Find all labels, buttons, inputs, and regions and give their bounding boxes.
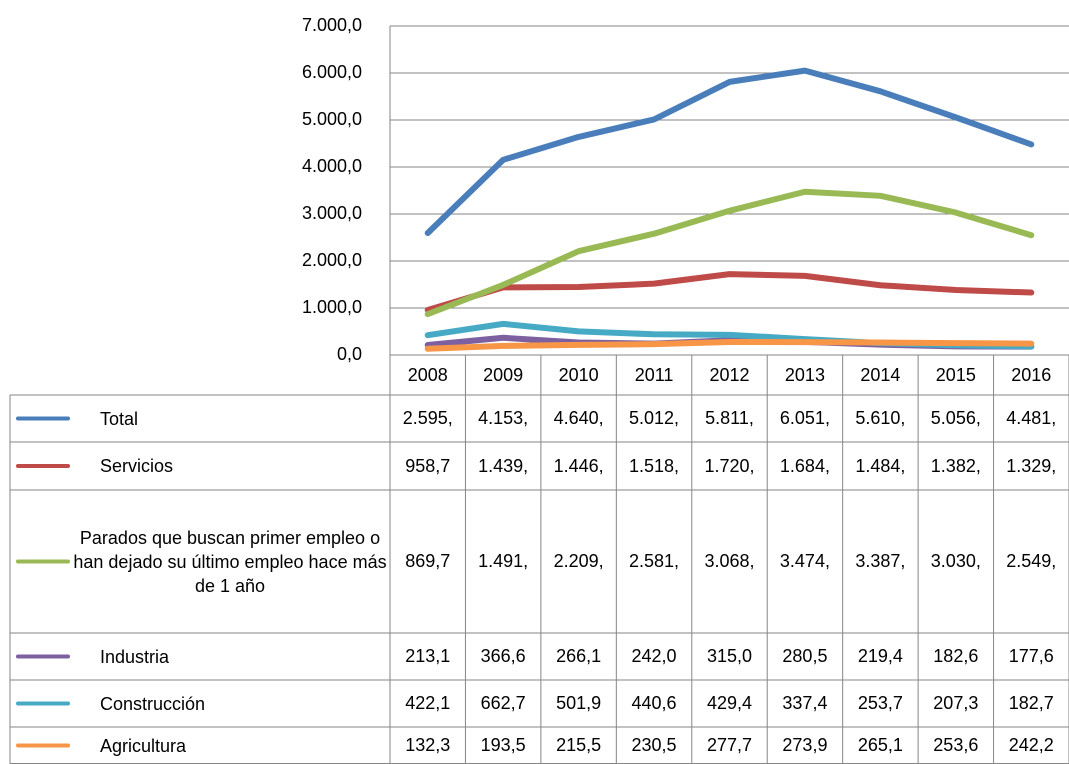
x-tick-label: 2011 <box>634 364 674 385</box>
data-label: 132,3 <box>405 735 451 755</box>
x-tick-label: 2008 <box>407 364 448 385</box>
data-label: 207,3 <box>933 693 979 713</box>
data-label: 1.382, <box>930 455 981 476</box>
y-tick-label: 4.000,0 <box>302 156 362 176</box>
y-tick-label: 0,0 <box>337 344 362 364</box>
data-label: 1.329, <box>1006 455 1057 476</box>
x-tick-label: 2009 <box>483 364 524 385</box>
x-tick-label: 2014 <box>860 364 901 385</box>
series-line <box>424 67 1035 237</box>
data-label: 1.491, <box>478 551 529 571</box>
data-label: 213,1 <box>405 646 451 666</box>
data-label: 253,7 <box>857 693 903 713</box>
legend-label: Agricultura <box>100 735 187 756</box>
data-label: 242,2 <box>1008 735 1054 755</box>
data-label: 5.610, <box>855 408 906 428</box>
x-tick-label: 2015 <box>935 364 976 385</box>
data-label: 501,9 <box>556 693 602 713</box>
data-label: 4.481, <box>1006 408 1057 428</box>
legend-label: Servicios <box>100 456 174 476</box>
data-label: 3.068, <box>704 551 755 571</box>
data-label: 1.484, <box>855 455 906 476</box>
data-label: 1.684, <box>779 455 830 476</box>
data-label: 177,6 <box>1008 646 1054 666</box>
data-label: 253,6 <box>933 735 979 755</box>
data-label: 6.051, <box>779 408 830 428</box>
data-label: 3.030, <box>930 551 981 571</box>
data-label: 5.056, <box>930 408 981 428</box>
data-label: 3.474, <box>779 551 830 571</box>
x-tick-label: 2016 <box>1011 364 1052 385</box>
legend-label: Total <box>100 408 139 429</box>
y-tick-label: 7.000,0 <box>302 15 362 35</box>
data-label: 440,6 <box>631 693 677 713</box>
data-label: 958,7 <box>405 455 451 476</box>
data-label: 277,7 <box>706 735 752 755</box>
data-label: 230,5 <box>631 735 677 755</box>
data-label: 429,4 <box>706 693 752 713</box>
data-label: 242,0 <box>631 646 677 666</box>
data-label: 265,1 <box>857 735 903 755</box>
data-label: 266,1 <box>556 646 602 666</box>
data-label: 869,7 <box>405 551 451 571</box>
data-label: 5.811, <box>705 408 754 428</box>
data-label: 1.446, <box>553 455 604 476</box>
data-label: 193,5 <box>480 735 526 755</box>
series-line <box>424 188 1035 318</box>
data-label: 215,5 <box>556 735 602 755</box>
data-label: 662,7 <box>480 693 526 713</box>
series-line <box>424 271 1035 313</box>
data-label: 4.640, <box>553 408 604 428</box>
series-line <box>424 338 1035 352</box>
y-tick-label: 1.000,0 <box>302 297 362 317</box>
data-label: 2.595, <box>402 408 453 428</box>
data-label: 5.012, <box>629 408 680 428</box>
data-label: 2.581, <box>629 551 680 571</box>
data-label: 1.518, <box>629 455 680 476</box>
y-tick-label: 2.000,0 <box>302 250 362 270</box>
legend-label: Industria <box>100 646 170 667</box>
data-label: 315,0 <box>706 646 752 666</box>
x-tick-label: 2012 <box>709 364 750 385</box>
data-label: 219,4 <box>857 646 903 666</box>
x-tick-label: 2013 <box>784 364 825 385</box>
y-tick-label: 3.000,0 <box>302 203 362 223</box>
data-label: 2.549, <box>1006 551 1057 571</box>
data-label: 422,1 <box>405 693 451 713</box>
y-tick-label: 5.000,0 <box>302 109 362 129</box>
data-label: 3.387, <box>855 551 906 571</box>
x-tick-label: 2010 <box>558 364 599 385</box>
data-label: 280,5 <box>782 646 828 666</box>
y-tick-label: 6.000,0 <box>302 62 362 82</box>
data-label: 273,9 <box>782 735 828 755</box>
data-label: 4.153, <box>478 408 529 428</box>
data-label: 2.209, <box>553 551 604 571</box>
data-label: 366,6 <box>480 646 526 666</box>
legend-label: Parados que buscan primer empleo o han d… <box>73 527 387 596</box>
data-label: 182,6 <box>933 646 979 666</box>
data-label: 182,7 <box>1008 693 1054 713</box>
data-label: 337,4 <box>782 693 828 713</box>
legend-label: Construcción <box>100 693 206 714</box>
data-label: 1.720, <box>704 455 755 476</box>
data-label: 1.439, <box>478 455 529 476</box>
